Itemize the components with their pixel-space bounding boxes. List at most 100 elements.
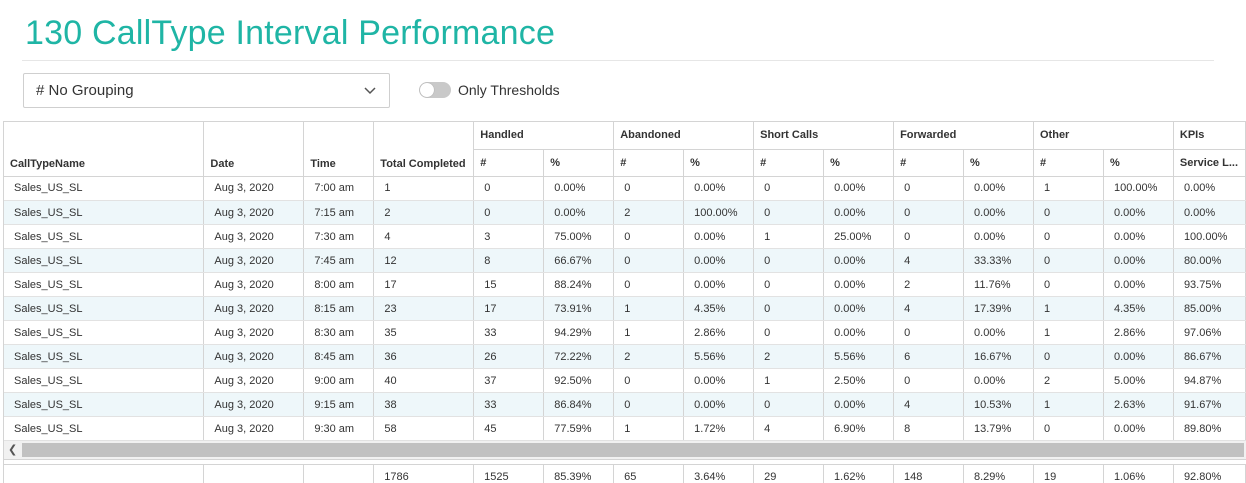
- cell-short-calls-pct: 25.00%: [823, 224, 895, 249]
- cell-abandoned-pct: 100.00%: [683, 200, 755, 225]
- header-service-level[interactable]: Service L...: [1173, 149, 1246, 177]
- chevron-left-icon[interactable]: ❮: [8, 444, 18, 456]
- table-row[interactable]: Sales_US_SL Aug 3, 2020 7:30 am 4 3 75.00% 0 0.…: [4, 224, 1246, 249]
- cell-short-calls-count: 1: [753, 368, 825, 393]
- header-total-completed[interactable]: Total Completed: [373, 122, 475, 177]
- cell-other-pct: 0.00%: [1103, 224, 1174, 249]
- cell-other-pct: 2.86%: [1103, 320, 1174, 345]
- cell-other-pct: 5.00%: [1103, 368, 1174, 393]
- cell-short-calls-pct: 0.00%: [823, 200, 895, 225]
- only-thresholds-toggle[interactable]: [419, 82, 451, 98]
- header-short-calls-count[interactable]: #: [753, 149, 825, 177]
- cell-handled-pct: 75.00%: [543, 224, 615, 249]
- header-forwarded-count[interactable]: #: [893, 149, 965, 177]
- cell-abandoned-count: 0: [613, 392, 685, 417]
- horizontal-scrollbar[interactable]: ❮: [4, 441, 1246, 460]
- cell-handled-pct: 77.59%: [543, 416, 615, 441]
- cell-handled-count: 0: [473, 176, 545, 201]
- cell-service-level: 86.67%: [1173, 344, 1246, 369]
- cell-abandoned-pct: 1.72%: [683, 416, 755, 441]
- cell-handled-pct: 73.91%: [543, 296, 615, 321]
- cell-short-calls-pct: 0.00%: [823, 248, 895, 273]
- header-abandoned-count[interactable]: #: [613, 149, 685, 177]
- header-other-count[interactable]: #: [1033, 149, 1104, 177]
- cell-abandoned-count: 1: [613, 416, 685, 441]
- header-other-pct[interactable]: %: [1103, 149, 1174, 177]
- cell-total-completed: 40: [373, 368, 475, 393]
- cell-abandoned-pct: 0.00%: [683, 368, 755, 393]
- header-group-forwarded: Forwarded: [893, 122, 1034, 150]
- cell-total-completed: 4: [373, 224, 475, 249]
- cell-forwarded-count: 0: [893, 368, 965, 393]
- cell-short-calls-pct: 0.00%: [823, 272, 895, 297]
- table-row[interactable]: Sales_US_SL Aug 3, 2020 9:15 am 38 33 86.84% 0…: [4, 392, 1246, 417]
- table-row[interactable]: Sales_US_SL Aug 3, 2020 8:00 am 17 15 88.24% 0…: [4, 272, 1246, 297]
- cell-time: 9:00 am: [303, 368, 375, 393]
- total-handled-count: 1525: [473, 464, 545, 483]
- cell-handled-pct: 72.22%: [543, 344, 615, 369]
- header-date[interactable]: Date: [203, 122, 305, 177]
- cell-handled-pct: 0.00%: [543, 200, 615, 225]
- cell-calltype-name: Sales_US_SL: [4, 176, 205, 201]
- total-total-completed: 1786: [373, 464, 475, 483]
- table-row[interactable]: Sales_US_SL Aug 3, 2020 7:45 am 12 8 66.67% 0 0…: [4, 248, 1246, 273]
- table-row[interactable]: Sales_US_SL Aug 3, 2020 8:45 am 36 26 72.22% 2…: [4, 344, 1246, 369]
- cell-service-level: 89.80%: [1173, 416, 1246, 441]
- table-row[interactable]: Sales_US_SL Aug 3, 2020 9:00 am 40 37 92.50% 0…: [4, 368, 1246, 393]
- cell-time: 7:45 am: [303, 248, 375, 273]
- scrollbar-thumb[interactable]: [22, 443, 1244, 457]
- cell-date: Aug 3, 2020: [203, 320, 305, 345]
- cell-other-pct: 0.00%: [1103, 248, 1174, 273]
- cell-abandoned-pct: 5.56%: [683, 344, 755, 369]
- cell-abandoned-count: 0: [613, 224, 685, 249]
- table-row[interactable]: Sales_US_SL Aug 3, 2020 8:30 am 35 33 94.29% 1…: [4, 320, 1246, 345]
- header-short-calls-pct[interactable]: %: [823, 149, 895, 177]
- grid-body: Sales_US_SL Aug 3, 2020 7:00 am 1 0 0.00% 0 0.0…: [4, 176, 1246, 441]
- total-handled-pct: 85.39%: [543, 464, 615, 483]
- cell-forwarded-count: 0: [893, 320, 965, 345]
- cell-date: Aug 3, 2020: [203, 224, 305, 249]
- header-forwarded-pct[interactable]: %: [963, 149, 1034, 177]
- cell-other-count: 1: [1033, 176, 1104, 201]
- header-group-abandoned: Abandoned: [613, 122, 755, 150]
- cell-forwarded-pct: 0.00%: [963, 200, 1034, 225]
- cell-total-completed: 58: [373, 416, 475, 441]
- total-forwarded-pct: 8.29%: [963, 464, 1034, 483]
- grouping-select[interactable]: # No Grouping: [23, 73, 390, 108]
- cell-handled-pct: 92.50%: [543, 368, 615, 393]
- cell-handled-count: 0: [473, 200, 545, 225]
- cell-short-calls-pct: 0.00%: [823, 320, 895, 345]
- table-row[interactable]: Sales_US_SL Aug 3, 2020 7:00 am 1 0 0.00% 0 0.0…: [4, 176, 1246, 201]
- header-handled-count[interactable]: #: [473, 149, 545, 177]
- header-calltypename[interactable]: CallTypeName: [4, 122, 205, 177]
- cell-other-pct: 4.35%: [1103, 296, 1174, 321]
- total-abandoned-pct: 3.64%: [683, 464, 755, 483]
- cell-abandoned-count: 0: [613, 272, 685, 297]
- cell-date: Aug 3, 2020: [203, 392, 305, 417]
- cell-forwarded-count: 0: [893, 200, 965, 225]
- cell-handled-count: 33: [473, 320, 545, 345]
- table-row[interactable]: Sales_US_SL Aug 3, 2020 7:15 am 2 0 0.00% 2 100…: [4, 200, 1246, 225]
- cell-total-completed: 36: [373, 344, 475, 369]
- header-time[interactable]: Time: [303, 122, 375, 177]
- cell-handled-count: 8: [473, 248, 545, 273]
- table-row[interactable]: Sales_US_SL Aug 3, 2020 8:15 am 23 17 73.91% 1…: [4, 296, 1246, 321]
- cell-abandoned-count: 1: [613, 296, 685, 321]
- cell-other-count: 0: [1033, 272, 1104, 297]
- table-row[interactable]: Sales_US_SL Aug 3, 2020 9:30 am 58 45 77.59% 1…: [4, 416, 1246, 441]
- cell-total-completed: 35: [373, 320, 475, 345]
- cell-forwarded-pct: 17.39%: [963, 296, 1034, 321]
- cell-abandoned-count: 2: [613, 200, 685, 225]
- cell-service-level: 93.75%: [1173, 272, 1246, 297]
- header-abandoned-pct[interactable]: %: [683, 149, 755, 177]
- cell-short-calls-count: 0: [753, 176, 825, 201]
- cell-calltype-name: Sales_US_SL: [4, 224, 205, 249]
- header-handled-pct[interactable]: %: [543, 149, 615, 177]
- thresholds-toggle-group: Only Thresholds: [419, 80, 560, 100]
- cell-calltype-name: Sales_US_SL: [4, 248, 205, 273]
- cell-time: 7:00 am: [303, 176, 375, 201]
- cell-abandoned-count: 1: [613, 320, 685, 345]
- total-other-pct: 1.06%: [1103, 464, 1174, 483]
- cell-service-level: 0.00%: [1173, 200, 1246, 225]
- total-date: [203, 464, 305, 483]
